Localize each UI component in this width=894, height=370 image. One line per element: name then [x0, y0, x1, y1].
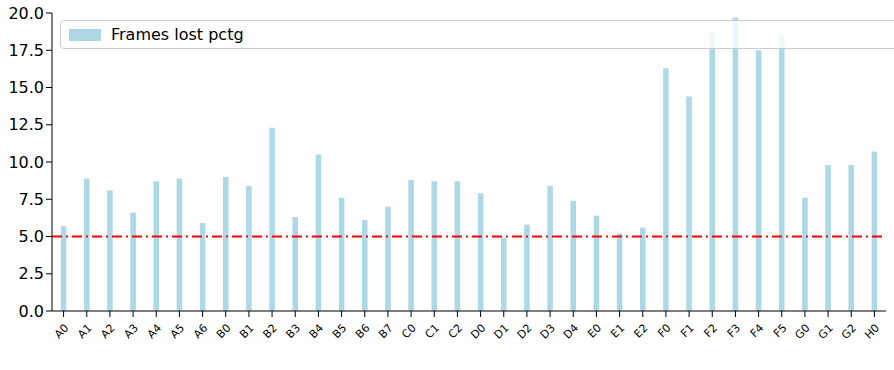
svg-text:E0: E0 — [585, 322, 604, 341]
svg-text:A1: A1 — [75, 322, 94, 341]
svg-text:F4: F4 — [748, 322, 767, 341]
svg-text:D2: D2 — [515, 322, 535, 342]
svg-text:B3: B3 — [284, 322, 303, 341]
svg-text:17.5: 17.5 — [8, 41, 44, 60]
svg-text:H0: H0 — [862, 322, 882, 342]
svg-text:F3: F3 — [725, 322, 744, 341]
svg-text:C2: C2 — [446, 322, 466, 342]
svg-text:B5: B5 — [330, 322, 349, 341]
svg-text:B7: B7 — [376, 322, 395, 341]
svg-text:C1: C1 — [422, 322, 442, 342]
svg-text:D1: D1 — [491, 322, 511, 342]
svg-text:A3: A3 — [121, 322, 140, 341]
svg-text:F0: F0 — [655, 322, 674, 341]
svg-text:A5: A5 — [168, 322, 187, 341]
svg-text:D3: D3 — [538, 322, 558, 342]
svg-text:20.0: 20.0 — [8, 4, 44, 23]
svg-text:12.5: 12.5 — [8, 115, 44, 134]
svg-text:7.5: 7.5 — [19, 190, 44, 209]
svg-text:A2: A2 — [98, 322, 117, 341]
svg-text:G0: G0 — [793, 322, 813, 342]
svg-text:5.0: 5.0 — [19, 227, 44, 246]
svg-text:B1: B1 — [237, 322, 256, 341]
svg-text:A0: A0 — [52, 322, 71, 341]
svg-text:E1: E1 — [608, 322, 627, 341]
html-text:Frames lost pctg: Frames lost pctg — [111, 25, 244, 44]
svg-text:B4: B4 — [307, 322, 326, 341]
svg-text:0.0: 0.0 — [19, 302, 44, 321]
svg-text:F5: F5 — [771, 322, 790, 341]
svg-text:10.0: 10.0 — [8, 153, 44, 172]
svg-text:15.0: 15.0 — [8, 78, 44, 97]
svg-text:D0: D0 — [468, 322, 488, 342]
svg-text:D4: D4 — [561, 322, 581, 342]
svg-text:B2: B2 — [260, 322, 279, 341]
svg-text:2.5: 2.5 — [19, 264, 44, 283]
svg-text:F1: F1 — [678, 322, 697, 341]
svg-text:E2: E2 — [631, 322, 650, 341]
svg-text:B0: B0 — [214, 322, 233, 341]
svg-text:G1: G1 — [816, 322, 836, 342]
svg-text:B6: B6 — [353, 322, 372, 341]
svg-text:F2: F2 — [701, 322, 720, 341]
svg-text:A4: A4 — [145, 322, 164, 341]
svg-text:C0: C0 — [399, 322, 419, 342]
svg-text:G2: G2 — [839, 322, 859, 342]
svg-text:A6: A6 — [191, 322, 210, 341]
